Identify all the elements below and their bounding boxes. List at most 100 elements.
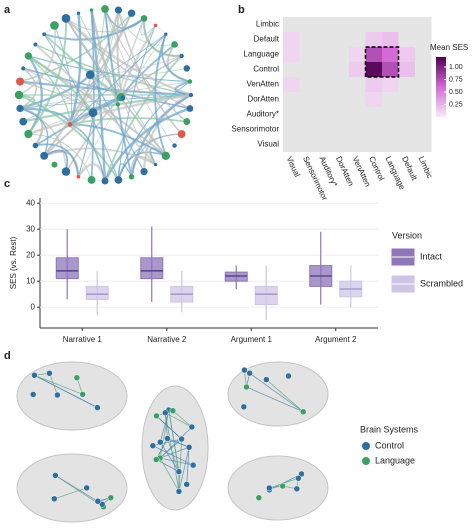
legend-swatch — [362, 442, 370, 450]
box — [85, 285, 109, 300]
brain-node — [94, 404, 101, 411]
heatmap-cell — [349, 47, 366, 62]
network-node — [172, 143, 177, 148]
y-tick-label: 40 — [26, 198, 35, 207]
network-edge — [43, 33, 122, 99]
network-node — [120, 95, 126, 101]
heatmap-cell — [365, 62, 382, 77]
network-node — [76, 11, 81, 15]
brain-node — [185, 444, 193, 451]
brain-node — [299, 408, 307, 415]
network-node — [101, 5, 109, 13]
network-edge — [35, 143, 80, 177]
row-label: Visual — [257, 140, 279, 149]
network-node — [161, 151, 171, 161]
row-label: Control — [253, 65, 279, 74]
brain-node — [83, 484, 90, 492]
network-edge — [23, 68, 94, 113]
network-node — [186, 105, 194, 112]
network-edge — [130, 133, 182, 177]
brain-edge — [266, 379, 304, 413]
network-node — [19, 117, 28, 126]
brain-node — [298, 470, 305, 478]
brain-node — [54, 391, 61, 399]
brain-edge — [178, 439, 183, 492]
brain-node — [169, 407, 177, 415]
network-edge — [130, 94, 192, 177]
colorbar-tick-label: 1.00 — [449, 64, 463, 71]
brain-node — [94, 498, 102, 505]
legend-label: Control — [375, 440, 404, 450]
network-node — [76, 174, 81, 179]
heatmap-cell — [365, 47, 382, 62]
heatmap-cell — [283, 32, 300, 47]
network-node — [177, 130, 186, 138]
colorbar — [436, 57, 446, 117]
network-edge — [43, 149, 68, 172]
brain-node — [279, 482, 286, 490]
network-node — [89, 8, 94, 12]
row-label: DorAtten — [247, 95, 279, 104]
heatmap-cell — [349, 62, 366, 77]
network-node — [164, 32, 168, 36]
brain-node — [293, 485, 301, 493]
network-edge — [19, 80, 94, 114]
brain-node — [164, 435, 171, 442]
x-tick-label: Argument 2 — [315, 335, 357, 344]
network-node — [32, 142, 39, 149]
network-node — [88, 108, 98, 118]
brain-node — [157, 438, 164, 446]
box — [254, 285, 278, 306]
brain-node — [263, 376, 270, 383]
brain-node — [149, 442, 157, 450]
network-edge — [120, 43, 176, 98]
network-edge — [154, 33, 167, 157]
network-edge — [28, 133, 92, 181]
network-node — [153, 162, 158, 167]
network-edge — [34, 43, 157, 166]
network-edge — [27, 55, 94, 114]
network-edge — [104, 8, 133, 177]
network-node — [51, 161, 58, 168]
colorbar-tick-label: 0.25 — [449, 101, 463, 108]
colorbar-tick-label: 0.50 — [449, 89, 463, 96]
network-node — [153, 23, 158, 28]
brain-edge — [159, 409, 170, 443]
network-edge — [104, 55, 183, 182]
network-edge — [27, 18, 67, 135]
heatmap-cell — [382, 77, 399, 92]
y-tick-label: 30 — [26, 224, 35, 233]
network-edge — [19, 107, 49, 157]
brain-node — [46, 370, 53, 377]
brain-node — [266, 484, 273, 492]
row-label: VenAtten — [247, 80, 279, 89]
network-node — [42, 32, 47, 37]
network-node — [24, 52, 33, 60]
network-node — [188, 92, 194, 98]
network-edge — [69, 123, 106, 182]
column-label: Visual — [285, 155, 302, 179]
network-edge — [120, 24, 157, 98]
network-node — [128, 174, 135, 180]
network-edge — [117, 25, 157, 180]
colorbar-tick-label: 0.75 — [449, 76, 463, 83]
y-tick-label: 10 — [26, 276, 35, 285]
brain-node — [79, 391, 86, 398]
brain-edge — [186, 447, 190, 485]
column-label: Limbic — [417, 155, 435, 180]
x-tick-label: Narrative 2 — [147, 335, 187, 344]
heatmap-cell — [365, 92, 382, 107]
network-node — [101, 177, 109, 185]
brain-edge — [156, 415, 182, 440]
network-edge — [18, 94, 120, 181]
panel-label: c — [4, 178, 10, 190]
brain-edge — [152, 438, 182, 447]
brain-edge — [160, 457, 194, 466]
network-edge — [65, 17, 167, 157]
network-edge — [116, 10, 124, 99]
brain-edge — [55, 475, 99, 502]
heatmap-cell — [398, 47, 415, 62]
brain-edge — [54, 487, 87, 500]
legend-title: Version — [392, 230, 422, 240]
brain-edge — [249, 372, 304, 413]
